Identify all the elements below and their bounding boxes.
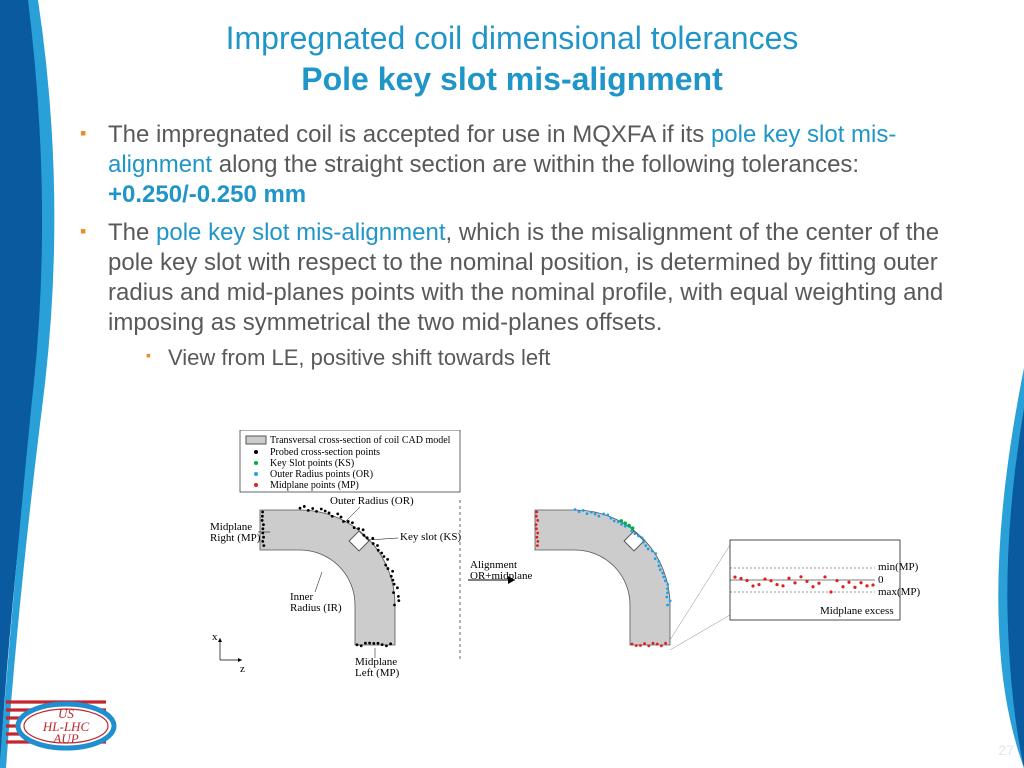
legend-2: Probed cross-section points xyxy=(270,447,380,458)
bullet1-text-b: along the straight section are within th… xyxy=(212,151,859,178)
cross-section-diagram: Transversal cross-section of coil CAD mo… xyxy=(200,430,920,700)
label-midplane-excess: Midplane excess xyxy=(820,605,894,617)
label-mp-right: MidplaneRight (MP) xyxy=(210,521,261,544)
legend-5: Midplane points (MP) xyxy=(270,480,359,491)
title-line1: Impregnated coil dimensional tolerances xyxy=(0,20,1024,57)
bullet1-text-a: The impregnated coil is accepted for use… xyxy=(108,121,711,148)
label-alignment: AlignmentOR+midplane xyxy=(470,559,533,582)
legend-4: Outer Radius points (OR) xyxy=(270,469,373,480)
label-key-slot: Key slot (KS) xyxy=(400,531,461,543)
label-outer-radius: Outer Radius (OR) xyxy=(330,495,414,507)
swoosh-right-decoration xyxy=(964,368,1024,768)
bullet2-text-a: The xyxy=(108,219,156,246)
label-zero: 0 xyxy=(878,574,884,586)
label-mp-left: MidplaneLeft (MP) xyxy=(355,656,400,679)
label-max-mp: max(MP) xyxy=(878,586,920,598)
sub-bullet-1: View from LE, positive shift towards lef… xyxy=(146,344,960,373)
axis-x: x xyxy=(212,631,218,643)
slide: Impregnated coil dimensional tolerances … xyxy=(0,0,1024,768)
us-hl-lhc-aup-logo: US HL-LHC AUP xyxy=(6,692,126,758)
bullet-1: The impregnated coil is accepted for use… xyxy=(80,120,960,210)
bullet2-highlight: pole key slot mis-alignment xyxy=(156,219,445,246)
bullet-2: The pole key slot mis-alignment, which i… xyxy=(80,218,960,373)
title-line2: Pole key slot mis-alignment xyxy=(0,61,1024,98)
body-text: The impregnated coil is accepted for use… xyxy=(80,120,960,381)
logo-line3: AUP xyxy=(52,731,78,746)
page-number: 27 xyxy=(998,742,1014,758)
legend-1: Transversal cross-section of coil CAD mo… xyxy=(270,435,451,446)
title-block: Impregnated coil dimensional tolerances … xyxy=(0,20,1024,98)
legend-3: Key Slot points (KS) xyxy=(270,458,354,469)
bullet1-tolerance: +0.250/-0.250 mm xyxy=(108,181,306,208)
label-inner-radius: InnerRadius (IR) xyxy=(290,591,342,614)
swoosh-left-decoration xyxy=(0,0,80,768)
label-min-mp: min(MP) xyxy=(878,561,919,573)
axis-z: z xyxy=(240,663,245,675)
